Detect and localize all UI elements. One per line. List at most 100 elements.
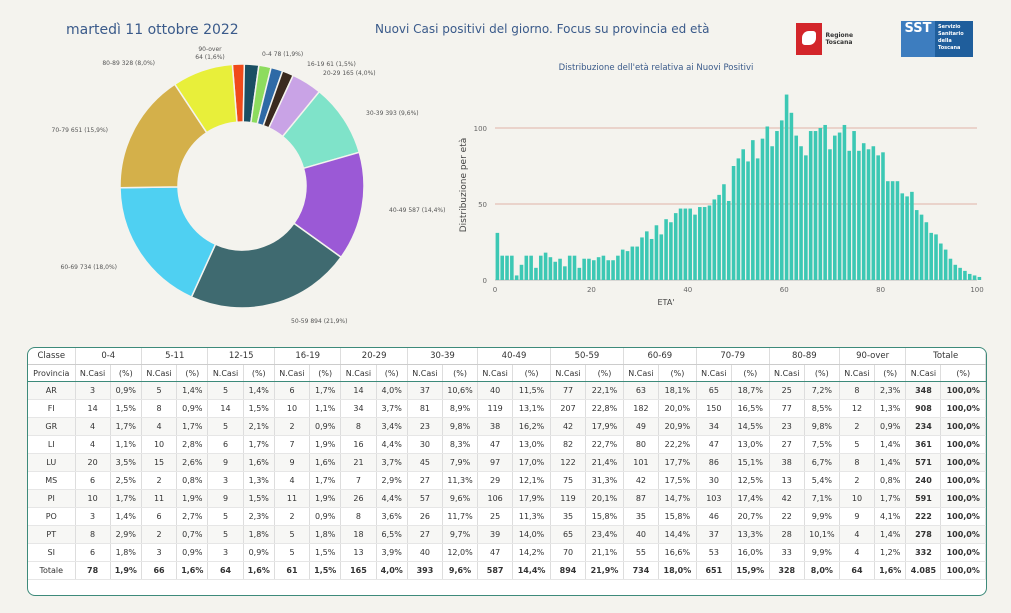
- table-cell: 3: [75, 507, 111, 526]
- table-cell: 37: [696, 525, 732, 544]
- histogram-bar: [775, 131, 779, 280]
- table-cell: 6: [75, 543, 111, 562]
- histogram-bar: [837, 132, 842, 280]
- table-cell: 11,5%: [512, 381, 551, 400]
- x-tick-label: 60: [780, 286, 789, 294]
- table-cell: PT: [28, 525, 76, 544]
- table-cell: 4,1%: [874, 507, 907, 526]
- histogram-bar: [707, 205, 712, 280]
- table-cell: 6: [274, 381, 311, 400]
- table-cell: SI: [28, 543, 76, 562]
- histogram-bar: [833, 135, 837, 280]
- table-cell: 9: [839, 507, 876, 526]
- table-cell: 1,8%: [309, 525, 342, 544]
- table-cell: 1,3%: [874, 399, 907, 418]
- table-cell: 100,0%: [940, 453, 986, 472]
- table-cell: 8: [75, 525, 111, 544]
- y-tick-label: 0: [483, 277, 487, 285]
- table-cell: 13,1%: [512, 399, 551, 418]
- histogram-bar: [929, 232, 933, 280]
- table-cell: 75: [550, 471, 587, 490]
- histogram-bar: [866, 149, 871, 280]
- table-cell: 5,4%: [804, 471, 840, 490]
- table-cell: 10: [141, 435, 178, 454]
- table-cell: 1,7%: [309, 381, 342, 400]
- table-cell: 1,5%: [309, 543, 342, 562]
- table-cell: 100,0%: [940, 525, 986, 544]
- table-cell: 5: [207, 417, 244, 436]
- column-group-header: 80-89: [769, 348, 840, 365]
- histogram-bar: [890, 181, 895, 280]
- table-row: FI 14 1,5% 8 0,9% 14 1,5% 10 1,1% 34 3,7% 81 8,9% 119…: [28, 399, 986, 418]
- histogram-bar: [808, 131, 813, 280]
- table-cell: 8,3%: [442, 435, 479, 454]
- table-cell: 3: [207, 471, 244, 490]
- table-cell: 100,0%: [940, 507, 986, 526]
- histogram-bar: [852, 131, 856, 280]
- histogram-bar: [500, 255, 504, 280]
- column-sub-header: Provincia: [28, 364, 76, 382]
- column-sub-header: (%): [804, 364, 840, 382]
- table-cell: MS: [28, 471, 76, 490]
- table-cell: 6: [207, 435, 244, 454]
- histogram-bar: [963, 270, 967, 280]
- table-cell: 18,1%: [658, 381, 697, 400]
- table-cell: 5: [274, 525, 311, 544]
- table-cell: 1,9%: [309, 489, 342, 508]
- table-cell: 57: [407, 489, 443, 508]
- table-cell: 1,8%: [243, 525, 275, 544]
- table-cell: 42: [769, 489, 805, 508]
- sst-label: Servizio Sanitario della Toscana: [935, 21, 973, 57]
- donut-label: 64 (1,6%): [195, 54, 224, 61]
- table-cell: 8: [340, 417, 377, 436]
- histogram-bar: [582, 258, 586, 280]
- table-cell: 1,6%: [874, 561, 907, 580]
- table-cell: 4: [75, 417, 111, 436]
- histogram-bar: [813, 131, 818, 280]
- table-cell: 651: [696, 561, 732, 580]
- table-cell: 8,5%: [804, 399, 840, 418]
- table-cell: 64: [207, 561, 244, 580]
- table-cell: 66: [141, 561, 178, 580]
- histogram-bar: [620, 249, 625, 280]
- histogram-bar: [823, 124, 827, 281]
- table-cell: 39: [477, 525, 514, 544]
- table-cell: 30: [407, 435, 443, 454]
- table-cell: 0,9%: [176, 543, 209, 562]
- table-sub-header-row: Provincia N.Casi (%) N.Casi (%) N.Casi (%) N.Ca…: [28, 364, 986, 382]
- column-group-header: 20-29: [340, 348, 408, 365]
- table-cell: 13,0%: [731, 435, 770, 454]
- column-sub-header: N.Casi: [274, 364, 311, 382]
- sst-logo: SST Servizio Sanitario della Toscana: [901, 21, 973, 57]
- donut-label: 40-49 587 (14,4%): [389, 207, 445, 214]
- histogram-bar: [746, 161, 750, 280]
- column-group-header: 12-15: [207, 348, 275, 365]
- table-cell: 7: [274, 435, 311, 454]
- histogram-bar: [654, 225, 659, 280]
- table-cell: 8,0%: [804, 561, 840, 580]
- histogram-bar: [881, 152, 885, 280]
- table-cell: 5: [141, 381, 178, 400]
- histogram-bar: [616, 255, 620, 280]
- table-cell: 11: [141, 489, 178, 508]
- donut-label: 20-29 165 (4,0%): [323, 70, 376, 77]
- table-cell: 34: [696, 417, 732, 436]
- table-row: PT 8 2,9% 2 0,7% 5 1,8% 5 1,8% 18 6,5% 27 9,7% 39 14,0…: [28, 525, 986, 544]
- table-cell: 40: [623, 525, 659, 544]
- table-cell: 38: [769, 453, 805, 472]
- histogram-bar: [886, 181, 890, 280]
- histogram-bar: [702, 207, 707, 280]
- table-cell: 361: [905, 435, 942, 454]
- donut-slice: [173, 63, 238, 134]
- table-cell: 49: [623, 417, 659, 436]
- table-cell: 5: [207, 381, 244, 400]
- column-group-header: 5-11: [141, 348, 209, 365]
- table-cell: 0,8%: [874, 471, 907, 490]
- province-age-table: Classe 0-4 5-11 12-15 16-19 20-29 30-39 40-49 50…: [27, 347, 987, 596]
- table-cell: 27: [407, 471, 443, 490]
- histogram-bar: [876, 155, 880, 280]
- table-cell: 65: [550, 525, 587, 544]
- histogram-bar: [794, 135, 799, 280]
- histogram-bar: [828, 149, 832, 280]
- table-cell: 2,3%: [243, 507, 275, 526]
